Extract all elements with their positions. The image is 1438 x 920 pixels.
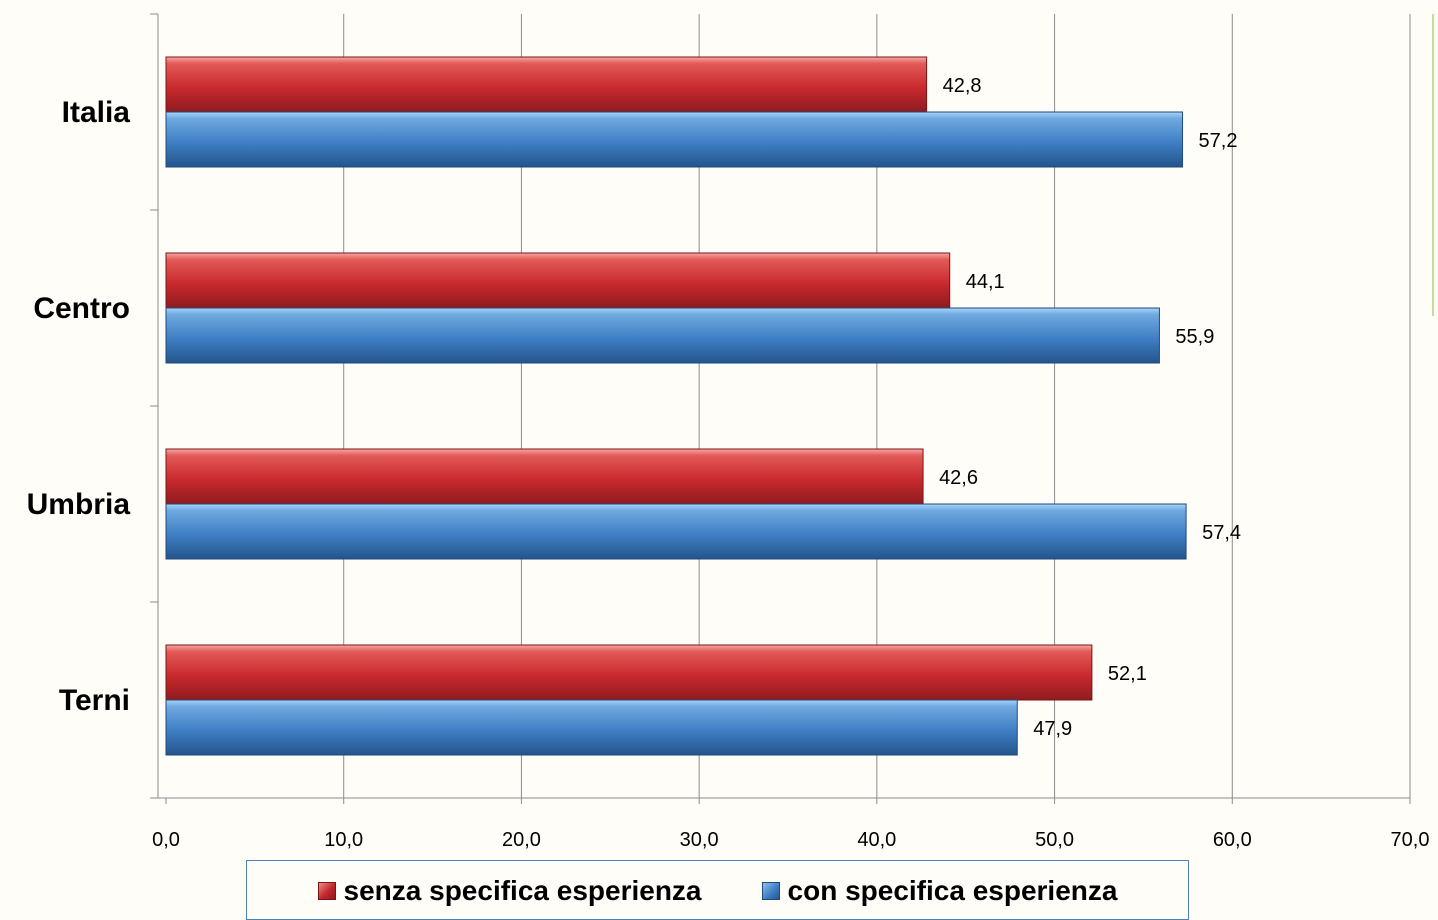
x-tick-label-3: 30,0 xyxy=(680,829,719,851)
legend-label-senza: senza specifica esperienza xyxy=(343,875,702,906)
side-panel-edge xyxy=(1432,14,1438,316)
axes xyxy=(150,13,1411,804)
legend-swatch-con xyxy=(761,882,780,900)
x-tick-label-5: 50,0 xyxy=(1035,829,1074,851)
bar-senza-italia xyxy=(165,56,928,113)
legend: senza specifica esperienza con specifica… xyxy=(246,860,1189,920)
data-label-senza-centro: 44,1 xyxy=(966,271,1005,293)
bars xyxy=(165,56,1187,756)
legend-label-con: con specifica esperienza xyxy=(787,875,1118,906)
data-label-con-terni: 47,9 xyxy=(1033,718,1072,740)
data-label-senza-terni: 52,1 xyxy=(1108,663,1147,685)
x-tick-label-2: 20,0 xyxy=(502,829,541,851)
data-label-con-italia: 57,2 xyxy=(1199,130,1238,152)
category-label-umbria: Umbria xyxy=(27,488,131,521)
x-tick-label-6: 60,0 xyxy=(1213,829,1252,851)
bar-senza-umbria xyxy=(165,448,924,505)
bar-con-centro xyxy=(165,307,1160,364)
data-label-senza-umbria: 42,6 xyxy=(939,467,978,489)
bar-senza-centro xyxy=(165,252,951,309)
category-label-terni: Terni xyxy=(59,684,130,717)
x-tick-label-7: 70,0 xyxy=(1391,829,1430,851)
legend-swatch-senza xyxy=(317,882,336,900)
x-tick-label-0: 0,0 xyxy=(152,829,180,851)
bar-con-terni xyxy=(165,699,1018,756)
category-label-italia: Italia xyxy=(62,96,131,129)
category-label-centro: Centro xyxy=(33,292,130,325)
bar-con-italia xyxy=(165,111,1184,168)
data-label-con-centro: 55,9 xyxy=(1175,326,1214,348)
legend-item-senza: senza specifica esperienza xyxy=(317,875,702,907)
bar-senza-terni xyxy=(165,644,1093,701)
x-tick-label-4: 40,0 xyxy=(857,829,896,851)
x-tick-label-1: 10,0 xyxy=(324,829,363,851)
data-label-con-umbria: 57,4 xyxy=(1202,522,1241,544)
legend-item-con: con specifica esperienza xyxy=(761,875,1118,907)
data-label-senza-italia: 42,8 xyxy=(943,75,982,97)
bar-con-umbria xyxy=(165,503,1187,560)
labels: 0,0 10,0 20,0 30,0 40,0 50,0 60,0 70,0 Italia 42,… xyxy=(27,75,1430,851)
